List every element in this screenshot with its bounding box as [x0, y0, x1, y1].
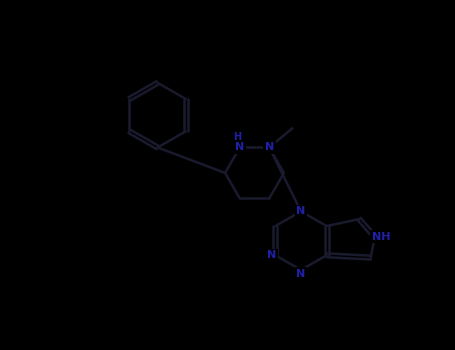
Text: H: H — [233, 132, 242, 142]
Text: N: N — [296, 206, 306, 216]
Text: NH: NH — [372, 232, 390, 242]
Text: N: N — [267, 250, 276, 260]
Text: N: N — [265, 142, 274, 153]
Text: N: N — [235, 142, 244, 153]
Text: N: N — [296, 269, 306, 279]
